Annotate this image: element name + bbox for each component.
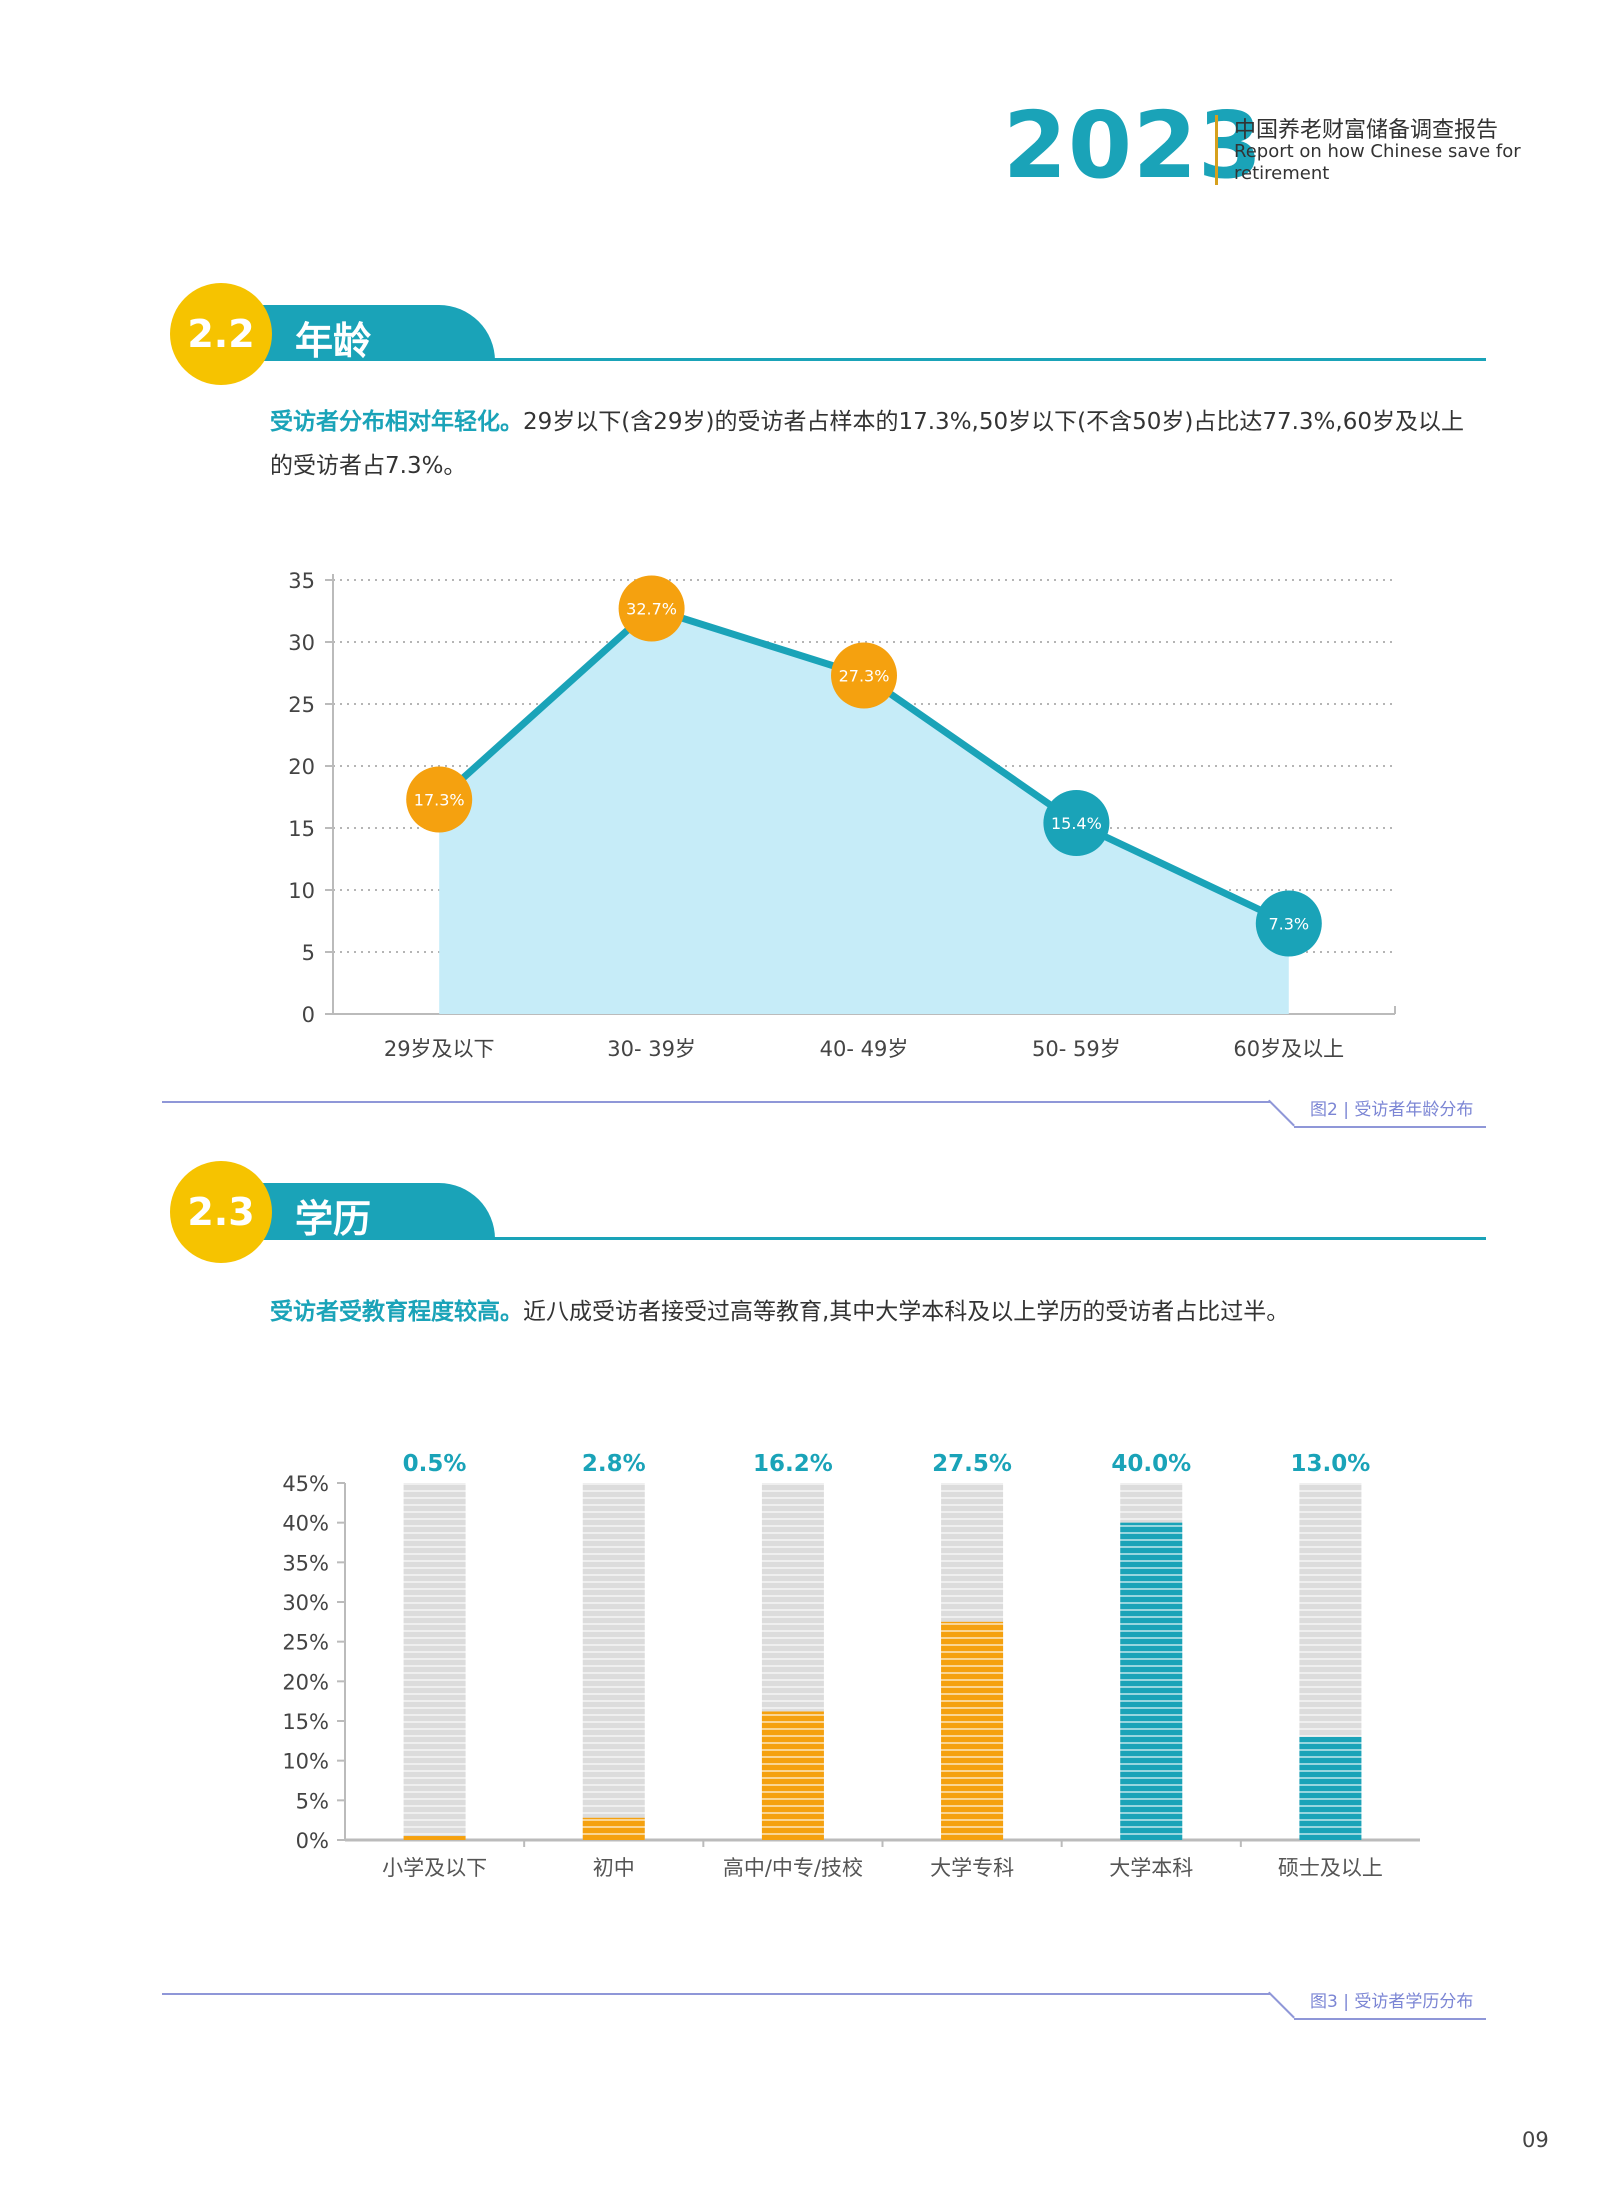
y-tick-label: 45% [282,1472,329,1496]
x-tick-label: 小学及以下 [382,1856,487,1880]
header-divider [1215,115,1218,185]
figure-3-title: 受访者学历分布 [1354,1992,1474,2012]
section-edu-text: 近八成受访者接受过高等教育,其中大学本科及以上学历的受访者占比过半。 [523,1299,1290,1325]
x-tick-label: 大学本科 [1109,1856,1193,1880]
data-point [1043,790,1110,857]
y-tick-label: 0% [296,1829,329,1853]
data-label: 27.5% [932,1451,1012,1477]
x-tick-label: 高中/中专/技校 [723,1856,863,1880]
x-tick-label: 40- 49岁 [820,1037,909,1061]
caption-age-rule [162,1101,1270,1103]
data-point [831,642,897,709]
x-tick-label: 50- 59岁 [1032,1037,1121,1061]
x-tick-label: 60岁及以上 [1233,1037,1344,1061]
data-label: 27.3% [839,666,890,685]
section-age-number: 2.2 [170,283,272,385]
page-number: 09 [1522,2128,1549,2152]
section-age-tab [250,305,495,361]
data-point [406,766,473,833]
y-tick-label: 30 [288,631,315,655]
section-age-lead: 受访者分布相对年轻化。 [270,409,523,435]
bar [582,1817,645,1840]
report-year: 2023 [1003,92,1264,199]
figure-2-title: 受访者年龄分布 [1354,1100,1474,1120]
section-edu-paragraph: 受访者受教育程度较高。近八成受访者接受过高等教育,其中大学本科及以上学历的受访者… [270,1290,1480,1334]
data-label: 40.0% [1111,1451,1191,1477]
y-tick-label: 20% [282,1670,329,1694]
caption-edu-underline [1294,2018,1486,2020]
y-tick-label: 30% [282,1591,329,1615]
report-title-en: Report on how Chinese save for retiremen… [1234,141,1521,184]
figure-2-number: 图2 [1310,1100,1338,1120]
caption-age-underline [1294,1126,1486,1128]
data-label: 16.2% [753,1451,833,1477]
y-tick-label: 25% [282,1631,329,1655]
data-point [1255,890,1322,957]
figure-3-number: 图3 [1310,1992,1338,2012]
data-point [618,575,685,642]
bar [1299,1736,1362,1840]
section-age-rule [250,358,1486,361]
area-fill [439,608,1289,1014]
y-tick-label: 0 [302,1003,315,1027]
section-edu-title: 学历 [295,1197,372,1241]
age-distribution-chart: 0 5 10 15 20 25 30 35 17.3% 29岁及以下 32.7% 30- 39岁 27.… [288,569,1396,1061]
y-tick-label: 40% [282,1512,329,1536]
section-edu-number: 2.3 [170,1161,272,1263]
bar-background [582,1483,645,1840]
section-age-paragraph: 受访者分布相对年轻化。29岁以下(含29岁)的受访者占样本的17.3%,50岁以… [270,400,1480,488]
x-tick-label: 29岁及以下 [384,1037,495,1061]
y-tick-label: 10 [288,879,315,903]
x-tick-label: 大学专科 [930,1856,1014,1880]
section-edu-lead: 受访者受教育程度较高。 [270,1299,523,1325]
figure-2-caption: 图2 | 受访者年龄分布 [1310,1100,1474,1120]
y-tick-label: 5% [296,1789,329,1813]
section-edu-tab [250,1183,495,1239]
bar [941,1621,1004,1840]
y-tick-label: 25 [288,693,315,717]
y-tick-label: 15 [288,817,315,841]
data-label: 32.7% [626,600,677,619]
caption-edu-rule [162,1993,1270,1995]
bar [1120,1522,1183,1840]
x-tick-label: 30- 39岁 [607,1037,696,1061]
data-label: 2.8% [582,1451,646,1477]
bar [403,1836,466,1840]
data-label: 0.5% [403,1451,467,1477]
y-tick-label: 10% [282,1750,329,1774]
y-tick-label: 20 [288,755,315,779]
y-tick-label: 15% [282,1710,329,1734]
x-tick-label: 初中 [593,1856,635,1880]
y-tick-label: 35% [282,1551,329,1575]
section-edu-rule [250,1237,1486,1240]
education-distribution-chart: 0% 5% 10% 15% 20% 25% 30% 35% 40% 45% 0.5% 小学及以下 2.8… [282,1451,1420,1880]
bar-background [403,1483,466,1840]
data-label: 15.4% [1051,814,1102,833]
caption-edu-diag [1268,1991,1295,2019]
section-age-text: 29岁以下(含29岁)的受访者占样本的17.3%,50岁以下(不含50岁)占比达… [270,409,1464,479]
x-tick-label: 硕士及以上 [1278,1856,1383,1880]
bar [761,1711,824,1840]
report-title-cn: 中国养老财富储备调查报告 [1234,118,1499,143]
data-label: 17.3% [414,790,465,809]
y-tick-label: 5 [302,941,315,965]
figure-3-caption: 图3 | 受访者学历分布 [1310,1992,1474,2012]
section-age-title: 年龄 [295,319,372,363]
data-label: 7.3% [1268,914,1309,933]
y-tick-label: 35 [288,569,315,593]
data-label: 13.0% [1291,1451,1371,1477]
